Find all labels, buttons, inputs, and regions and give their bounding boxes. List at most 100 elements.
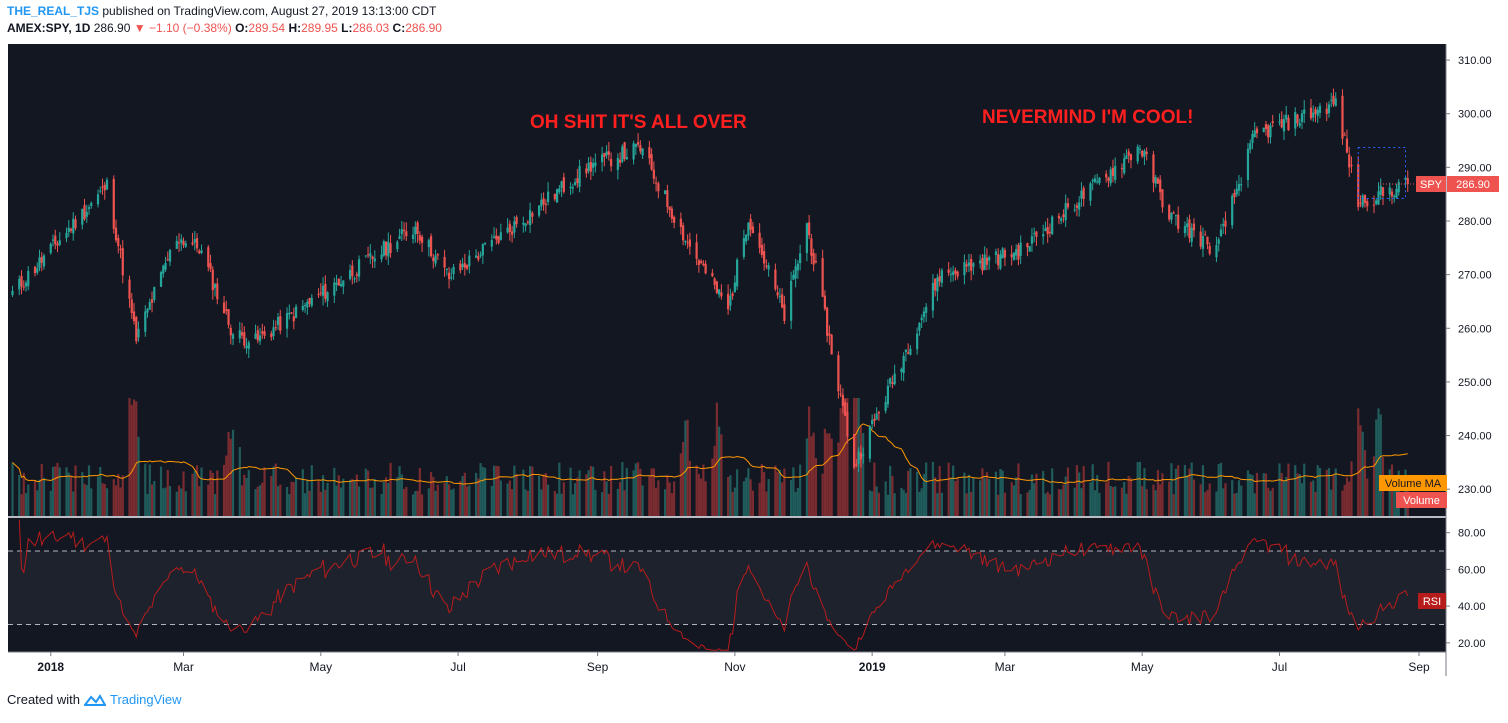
volume-bar[interactable] <box>1138 461 1142 516</box>
candle[interactable] <box>537 204 541 218</box>
volume-bar[interactable] <box>317 480 320 516</box>
candle[interactable] <box>1201 227 1205 258</box>
volume-bar[interactable] <box>279 484 282 516</box>
candle[interactable] <box>389 234 392 258</box>
candle[interactable] <box>893 364 896 386</box>
volume-bar[interactable] <box>153 480 156 516</box>
candle[interactable] <box>587 157 590 174</box>
candle[interactable] <box>1062 209 1065 223</box>
volume-bar[interactable] <box>1375 419 1378 516</box>
candle[interactable] <box>828 325 831 345</box>
time-axis-label[interactable]: 2019 <box>859 660 886 674</box>
candle[interactable] <box>1379 178 1382 200</box>
candle[interactable] <box>1406 170 1409 192</box>
volume-bar[interactable] <box>42 477 46 516</box>
volume-bar[interactable] <box>952 465 955 516</box>
candle[interactable] <box>436 253 439 261</box>
candle[interactable] <box>528 202 532 233</box>
candle[interactable] <box>684 240 687 246</box>
volume-bar[interactable] <box>427 488 430 516</box>
candle[interactable] <box>799 244 802 271</box>
volume-bar[interactable] <box>1255 473 1259 516</box>
volume-bar[interactable] <box>1003 492 1007 516</box>
candle[interactable] <box>1152 150 1155 193</box>
candle[interactable] <box>1267 123 1270 144</box>
volume-bar[interactable] <box>144 463 147 516</box>
volume-bar[interactable] <box>774 465 777 516</box>
volume-bar[interactable] <box>121 475 124 516</box>
volume-bar[interactable] <box>245 478 248 516</box>
volume-bar[interactable] <box>841 398 844 516</box>
volume-bar[interactable] <box>967 474 971 516</box>
volume-bar[interactable] <box>1152 484 1155 516</box>
volume-bar[interactable] <box>684 420 687 516</box>
candle[interactable] <box>1051 215 1054 235</box>
volume-bar[interactable] <box>1075 465 1079 516</box>
volume-bar[interactable] <box>1246 470 1250 516</box>
candle[interactable] <box>1300 109 1304 130</box>
candle[interactable] <box>402 222 406 240</box>
candle[interactable] <box>1015 244 1018 261</box>
candle[interactable] <box>87 204 91 215</box>
candle[interactable] <box>245 338 248 354</box>
candle[interactable] <box>988 255 991 270</box>
volume-bar[interactable] <box>970 491 973 516</box>
candle[interactable] <box>742 229 745 260</box>
candle[interactable] <box>483 242 487 246</box>
volume-bar[interactable] <box>445 476 448 516</box>
candle[interactable] <box>956 270 959 280</box>
candle[interactable] <box>513 216 516 239</box>
candle[interactable] <box>805 222 808 262</box>
volume-bar[interactable] <box>1285 476 1288 516</box>
candle[interactable] <box>1156 177 1160 184</box>
volume-bar[interactable] <box>389 462 392 516</box>
volume-bar[interactable] <box>180 488 183 516</box>
candle[interactable] <box>837 351 840 399</box>
volume-bar[interactable] <box>751 490 754 516</box>
volume-bar[interactable] <box>398 466 401 516</box>
volume-bar[interactable] <box>839 408 842 516</box>
candle[interactable] <box>855 459 858 468</box>
candle[interactable] <box>1096 173 1099 185</box>
candle[interactable] <box>1141 149 1144 159</box>
candle[interactable] <box>508 220 511 241</box>
candle[interactable] <box>112 175 115 234</box>
volume-bar[interactable] <box>522 469 525 516</box>
candle[interactable] <box>747 222 750 241</box>
volume-bar[interactable] <box>225 455 228 516</box>
volume-bar[interactable] <box>760 463 763 516</box>
candle[interactable] <box>371 255 374 268</box>
volume-bar[interactable] <box>591 466 595 516</box>
candle[interactable] <box>940 268 944 288</box>
candle[interactable] <box>432 253 435 269</box>
volume-bar[interactable] <box>1372 456 1376 516</box>
candle[interactable] <box>1327 101 1331 118</box>
volume-bar[interactable] <box>544 473 547 516</box>
volume-bar[interactable] <box>573 483 577 516</box>
volume-bar[interactable] <box>1201 465 1205 516</box>
candle[interactable] <box>1285 105 1288 123</box>
volume-bar[interactable] <box>778 469 781 516</box>
price-axis-label[interactable]: 260.00 <box>1458 323 1492 335</box>
candle[interactable] <box>1395 183 1398 199</box>
volume-bar[interactable] <box>310 465 313 516</box>
time-axis-label[interactable]: May <box>309 660 332 674</box>
candle[interactable] <box>531 211 534 224</box>
candle[interactable] <box>790 271 793 330</box>
candle[interactable] <box>1127 148 1130 164</box>
volume-bar[interactable] <box>1237 480 1241 516</box>
candle[interactable] <box>317 288 320 298</box>
candle[interactable] <box>1334 92 1337 107</box>
volume-bar[interactable] <box>443 482 446 516</box>
candle[interactable] <box>74 215 77 231</box>
consolidation-box[interactable] <box>1357 147 1406 199</box>
volume-bar[interactable] <box>1177 465 1180 516</box>
volume-bar[interactable] <box>477 478 480 516</box>
volume-bar[interactable] <box>420 494 424 516</box>
time-axis-label[interactable]: Jul <box>1272 660 1287 674</box>
candle[interactable] <box>1046 218 1049 243</box>
candle[interactable] <box>81 208 84 230</box>
candle[interactable] <box>1235 180 1238 198</box>
candle[interactable] <box>812 248 815 272</box>
candle[interactable] <box>931 274 935 318</box>
